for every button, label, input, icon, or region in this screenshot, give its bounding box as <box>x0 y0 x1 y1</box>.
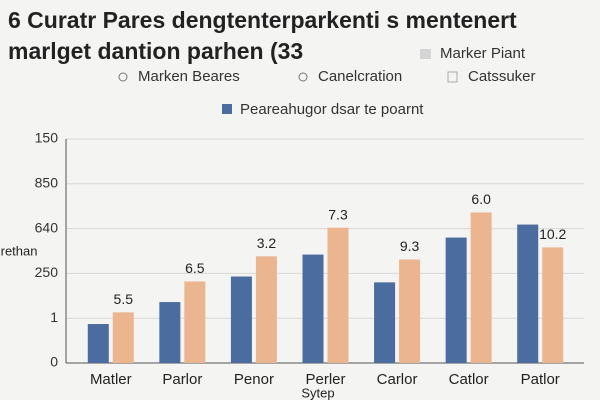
legend-label: Marken Beares <box>138 68 240 85</box>
legend-marker <box>298 72 308 82</box>
y-tick-label: 1 <box>50 309 58 325</box>
legend-marker <box>118 72 128 82</box>
x-tick-label: Perler <box>305 371 345 388</box>
x-tick-label: Patlor <box>521 371 560 388</box>
bar <box>327 227 349 363</box>
legend-label: Canelcration <box>318 68 402 85</box>
bar <box>112 312 134 363</box>
annotation: 7.3 <box>328 206 348 222</box>
x-axis-label: Sytep <box>301 385 334 400</box>
legend-marker <box>447 71 458 83</box>
chart-title-line-1: 6 Curatr Pares dengtenterparkenti s ment… <box>8 7 517 33</box>
y-tick-label: 250 <box>35 264 59 280</box>
legend-label: Catssuker <box>468 68 536 85</box>
annotation: 6.5 <box>185 260 205 276</box>
annotation: 3.2 <box>257 235 277 251</box>
y-tick-label: 0 <box>50 354 58 370</box>
bar <box>445 237 467 363</box>
y-tick-label: 640 <box>35 219 59 235</box>
bar <box>159 302 181 363</box>
annotation: 10.2 <box>539 226 566 242</box>
bar <box>230 276 252 363</box>
x-tick-label: Carlor <box>377 371 418 388</box>
y-tick-label: 850 <box>35 175 59 191</box>
bar <box>255 256 277 363</box>
x-tick-label: Penor <box>234 371 274 388</box>
bar <box>374 282 396 363</box>
y-axis-label: Grethan <box>0 243 37 258</box>
legend-label: Marker Piant <box>440 45 526 62</box>
bar <box>470 212 492 363</box>
annotation: 6.0 <box>471 191 491 207</box>
bar <box>399 259 421 363</box>
bar <box>517 224 539 363</box>
bar <box>302 254 324 363</box>
bar <box>542 247 564 363</box>
bar <box>87 324 109 363</box>
legend-marker <box>222 104 232 114</box>
x-tick-label: Catlor <box>449 371 489 388</box>
legend-label: Peareahugor dsar te poarnt <box>240 101 424 118</box>
x-tick-label: Parlor <box>162 371 202 388</box>
annotation: 5.5 <box>114 291 134 307</box>
annotation: 9.3 <box>400 238 420 254</box>
chart-title-line-2: marlget dantion parhen (33 <box>8 38 303 64</box>
x-tick-label: Matler <box>90 371 132 388</box>
y-tick-label: 150 <box>35 130 59 146</box>
legend-marker <box>420 49 431 59</box>
bar <box>184 281 206 363</box>
